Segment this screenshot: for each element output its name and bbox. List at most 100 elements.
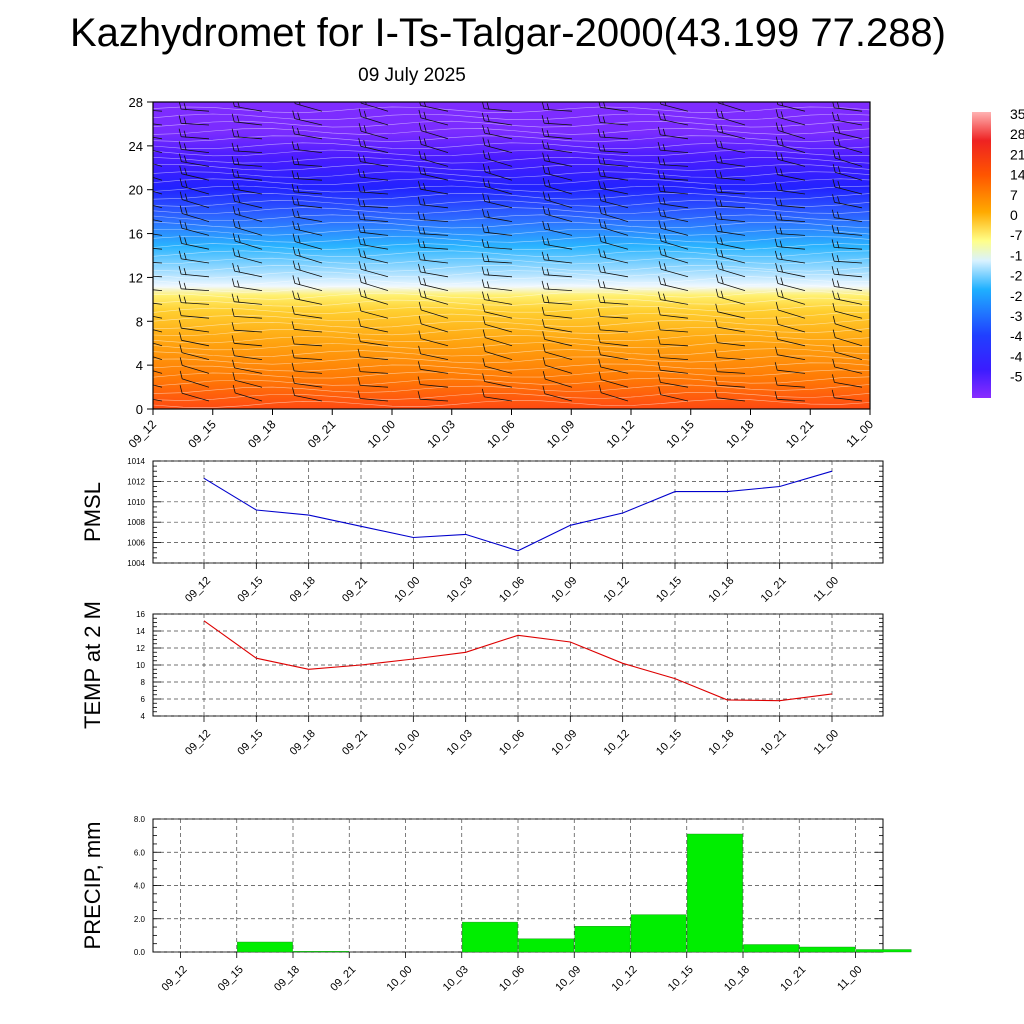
wind-barb bbox=[482, 178, 513, 195]
x-tick-label: 10_06 bbox=[497, 575, 527, 605]
isotherm-line bbox=[153, 149, 870, 157]
wind-barb bbox=[179, 370, 210, 388]
x-tick-label: 10_06 bbox=[484, 417, 518, 451]
temperature-field bbox=[153, 102, 870, 409]
x-tick-label: 09_21 bbox=[340, 575, 370, 605]
wind-barb bbox=[358, 108, 389, 126]
wind-barb bbox=[482, 125, 513, 140]
isotherm-line bbox=[153, 348, 870, 358]
x-tick-label: 10_03 bbox=[445, 575, 475, 605]
wind-barb bbox=[598, 346, 629, 360]
wind-barb bbox=[658, 386, 689, 402]
wind-barb bbox=[714, 169, 746, 181]
y-axis-label: TEMP at 2 M bbox=[80, 601, 105, 729]
wind-barb bbox=[153, 219, 163, 222]
wind-barb bbox=[231, 113, 263, 126]
wind-barb bbox=[418, 288, 449, 305]
isotherm-line bbox=[153, 341, 870, 351]
wind-barb bbox=[292, 220, 323, 236]
wind-barb bbox=[482, 208, 513, 222]
x-tick-label: 10_15 bbox=[666, 964, 696, 994]
wind-barb bbox=[178, 280, 210, 291]
x-tick-label: 09_12 bbox=[160, 964, 190, 994]
wind-barb bbox=[775, 122, 806, 140]
y-tick-label: 24 bbox=[129, 139, 143, 154]
wind-barb bbox=[482, 316, 513, 333]
wind-barb bbox=[418, 109, 449, 126]
wind-barb bbox=[357, 211, 389, 222]
wind-barb bbox=[178, 294, 210, 305]
wind-barb bbox=[231, 278, 263, 291]
isotherm-line bbox=[153, 113, 870, 120]
wind-barb bbox=[715, 319, 746, 333]
y-tick-label: 10 bbox=[136, 661, 145, 670]
wind-barb bbox=[715, 247, 746, 264]
x-tick-label: 10_00 bbox=[385, 964, 415, 994]
wind-barb bbox=[153, 204, 163, 209]
wind-barb bbox=[832, 102, 863, 112]
wind-barb bbox=[658, 374, 689, 388]
isotherm-line bbox=[153, 128, 870, 135]
colorbar-label: -2 bbox=[1010, 268, 1023, 284]
wind-barb bbox=[542, 385, 573, 402]
wind-barb bbox=[291, 375, 323, 388]
wind-barb bbox=[832, 358, 863, 374]
wind-barb bbox=[417, 376, 449, 388]
wind-barb bbox=[291, 362, 323, 374]
colorbar-label: -2 bbox=[1010, 288, 1023, 304]
isotherm-line bbox=[153, 164, 870, 171]
pmsl-panel: 1004 1006 1008 1010 1012 1014 09_12 09_15 09_18 0… bbox=[80, 457, 884, 605]
y-tick-label: 4.0 bbox=[134, 882, 146, 891]
wind-barb bbox=[153, 315, 163, 319]
isotherm-line bbox=[153, 319, 870, 330]
wind-barb bbox=[481, 388, 513, 402]
wind-barb bbox=[774, 238, 806, 250]
isotherm-line bbox=[153, 142, 870, 150]
wind-barb bbox=[482, 102, 513, 112]
wind-barb bbox=[231, 293, 263, 305]
wind-barb bbox=[598, 205, 629, 222]
wind-barb bbox=[153, 275, 163, 278]
wind-barb bbox=[715, 235, 746, 250]
wind-barb bbox=[657, 142, 689, 153]
y-tick-label: 8 bbox=[136, 314, 143, 329]
wind-barb bbox=[658, 111, 689, 126]
wind-barb bbox=[357, 198, 389, 209]
x-tick-label: 11_00 bbox=[843, 417, 876, 450]
wind-barb bbox=[153, 110, 163, 112]
wind-barb bbox=[153, 289, 163, 291]
isotherm-line bbox=[153, 250, 870, 258]
wind-barb bbox=[657, 336, 689, 347]
x-tick-label: 10_12 bbox=[602, 575, 632, 605]
wind-barb bbox=[232, 247, 263, 264]
wind-barb bbox=[775, 136, 806, 153]
wind-barb bbox=[417, 391, 449, 402]
isotherm-line bbox=[153, 229, 870, 236]
x-tick-label: 10_03 bbox=[441, 964, 471, 994]
wind-barb bbox=[658, 246, 689, 264]
wind-barb bbox=[657, 321, 689, 333]
wind-barb bbox=[418, 150, 449, 167]
wind-barb bbox=[417, 239, 449, 250]
y-tick-label: 6.0 bbox=[134, 848, 146, 857]
y-tick-label: 1008 bbox=[127, 518, 145, 527]
wind-barb bbox=[358, 138, 389, 153]
x-tick-label: 09_12 bbox=[126, 417, 160, 451]
wind-barb bbox=[357, 183, 389, 195]
wind-barb bbox=[832, 290, 863, 305]
wind-barb bbox=[357, 348, 389, 360]
wind-barb bbox=[291, 183, 323, 195]
x-tick-label: 10_12 bbox=[604, 417, 638, 451]
y-tick-label: 8.0 bbox=[134, 815, 146, 824]
wind-barb bbox=[541, 306, 573, 319]
x-tick-label: 10_00 bbox=[365, 417, 399, 451]
wind-barb bbox=[597, 308, 629, 319]
wind-barb bbox=[775, 166, 806, 181]
precip-bar bbox=[237, 941, 293, 953]
wind-barb bbox=[715, 303, 746, 319]
wind-barb bbox=[714, 363, 746, 374]
wind-barb bbox=[598, 219, 629, 236]
x-tick-label: 09_21 bbox=[340, 728, 370, 758]
wind-barb bbox=[714, 349, 746, 360]
y-tick-label: 16 bbox=[129, 227, 143, 242]
